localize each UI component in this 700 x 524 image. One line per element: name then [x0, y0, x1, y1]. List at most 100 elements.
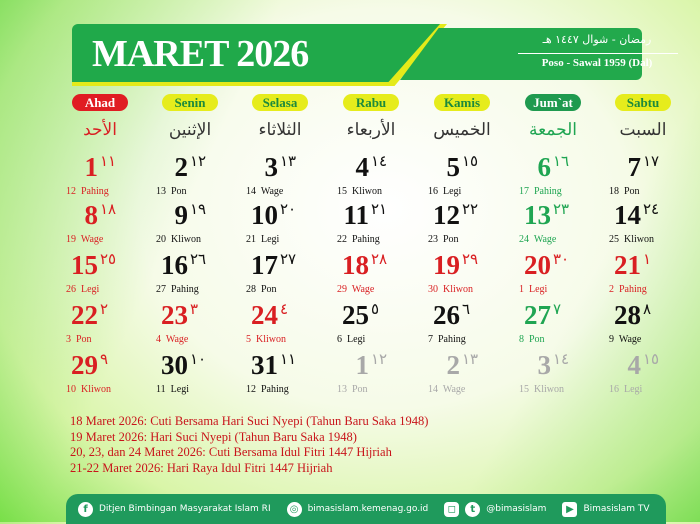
divider: [518, 53, 678, 54]
gregorian-date: 26: [433, 300, 460, 330]
gregorian-date: 17: [251, 250, 278, 280]
gregorian-date: 21: [614, 250, 641, 280]
pasaran: Kliwon: [352, 186, 382, 197]
javanese-date: 27 Pahing: [150, 284, 230, 295]
javanese-date: 23 Pon: [422, 234, 502, 245]
hijri-date: ١١: [280, 350, 297, 368]
javanese-date: 16 Legi: [422, 186, 502, 197]
javanese-day: 16: [428, 186, 438, 197]
facebook-label[interactable]: Ditjen Bimbingan Masyarakat Islam RI: [99, 504, 271, 514]
twitter-icon[interactable]: t: [465, 501, 481, 517]
pasaran: Pahing: [81, 186, 109, 197]
pasaran: Wage: [442, 384, 466, 395]
javanese-day: 11: [156, 384, 166, 395]
javanese-day: 22: [337, 234, 347, 245]
day-header-arabic: السبت: [619, 120, 667, 140]
javanese-date: 13 Pon: [150, 186, 230, 197]
pasaran: Pahing: [261, 384, 289, 395]
javanese-date: 15 Kliwon: [513, 384, 593, 395]
day-header: Kamis: [434, 94, 490, 111]
hijri-date: ٢٠: [280, 200, 297, 218]
gregorian-date: 29: [71, 350, 98, 380]
hijri-date: ٢٦: [190, 250, 207, 268]
youtube-label[interactable]: Bimasislam TV: [583, 504, 650, 514]
javanese-day: 20: [156, 234, 166, 245]
gregorian-date: 4: [627, 350, 642, 380]
pasaran: Legi: [81, 284, 100, 295]
day-header-arabic: الإثنين: [168, 120, 212, 140]
hijri-date: ١٤: [371, 152, 388, 170]
javanese-day: 14: [246, 186, 256, 197]
instagram-icon[interactable]: ◻: [444, 501, 460, 517]
javanese-date: 18 Pon: [603, 186, 683, 197]
pasaran: Pahing: [534, 186, 562, 197]
javanese-date: 9 Wage: [603, 334, 683, 345]
gregorian-date: 24: [251, 300, 278, 330]
javanese-day: 6: [337, 334, 342, 345]
hijri-date: ٢: [100, 300, 109, 318]
pasaran: Kliwon: [81, 384, 111, 395]
gregorian-date: 2: [174, 152, 189, 182]
javanese-date: 8 Pon: [513, 334, 593, 345]
hijri-date: ١٣: [280, 152, 297, 170]
javanese-date: 30 Kliwon: [422, 284, 502, 295]
javanese-date: 20 Kliwon: [150, 234, 230, 245]
gregorian-date: 5: [446, 152, 461, 182]
javanese-day: 15: [519, 384, 529, 395]
note: 19 Maret 2026: Hari Suci Nyepi (Tahun Ba…: [70, 429, 357, 444]
globe-icon[interactable]: ◎: [286, 501, 302, 517]
day-header: Jum`at: [525, 94, 581, 111]
pasaran: Pon: [76, 334, 92, 345]
pasaran: Pon: [171, 186, 187, 197]
pasaran: Legi: [529, 284, 548, 295]
javanese-day: 9: [609, 334, 614, 345]
gregorian-date: 9: [174, 200, 189, 230]
facebook-icon[interactable]: f: [78, 501, 93, 517]
pasaran: Legi: [347, 334, 366, 345]
pasaran: Pahing: [171, 284, 199, 295]
javanese-day: 28: [246, 284, 256, 295]
hijri-date: ١٧: [643, 152, 660, 170]
javanese-day: 4: [156, 334, 161, 345]
javanese-day: 18: [609, 186, 619, 197]
website-label[interactable]: bimasislam.kemenag.go.id: [307, 504, 429, 514]
javanese-date: 14 Wage: [240, 186, 320, 197]
pasaran: Wage: [80, 234, 104, 245]
javanese-date: 2 Pahing: [603, 284, 683, 295]
social-label[interactable]: @bimasislam: [486, 504, 547, 514]
javanese-date: 13 Pon: [331, 384, 411, 395]
hijri-date: ١٦: [553, 152, 570, 170]
youtube-icon[interactable]: ▶: [562, 501, 578, 517]
day-header: Ahad: [72, 94, 128, 111]
hijri-date: ١٥: [462, 152, 479, 170]
note: 20, 23, dan 24 Maret 2026: Cuti Bersama …: [70, 445, 392, 459]
javanese-date: 7 Pahing: [422, 334, 502, 345]
javanese-day: 23: [428, 234, 438, 245]
gregorian-date: 10: [251, 200, 278, 230]
hijri-date: ١: [643, 250, 652, 268]
banner-right: [400, 28, 642, 80]
day-header-arabic: الثلاثاء: [258, 120, 302, 140]
javanese-date: 21 Legi: [240, 234, 320, 245]
header-banner: MARET 2026 رمضان - شوال ١٤٤٧ هـ Poso - S…: [72, 24, 678, 86]
pasaran: Legi: [170, 384, 189, 395]
pasaran: Pahing: [352, 234, 380, 245]
pasaran: Pon: [352, 384, 368, 395]
javanese-date: 12 Pahing: [240, 384, 320, 395]
pasaran: Legi: [443, 186, 462, 197]
hijri-date: ٦: [462, 300, 471, 318]
hijri-date: ١٥: [643, 350, 660, 368]
gregorian-date: 7: [627, 152, 642, 182]
javanese-date: 25 Kliwon: [603, 234, 683, 245]
javanese-date: 29 Wage: [331, 284, 411, 295]
pasaran: Kliwon: [624, 234, 654, 245]
javanese-day: 8: [519, 334, 524, 345]
holiday-notes: 18 Maret 2026: Cuti Bersama Hari Suci Ny…: [70, 414, 428, 476]
hijri-date: ٤: [280, 300, 289, 318]
javanese-date: 12 Pahing: [60, 186, 140, 197]
gregorian-date: 31: [251, 350, 278, 380]
javanese-date: 10 Kliwon: [60, 384, 140, 395]
gregorian-date: 1: [355, 350, 370, 380]
javanese-date: 24 Wage: [513, 234, 593, 245]
hijri-date: ٢٥: [100, 250, 117, 268]
